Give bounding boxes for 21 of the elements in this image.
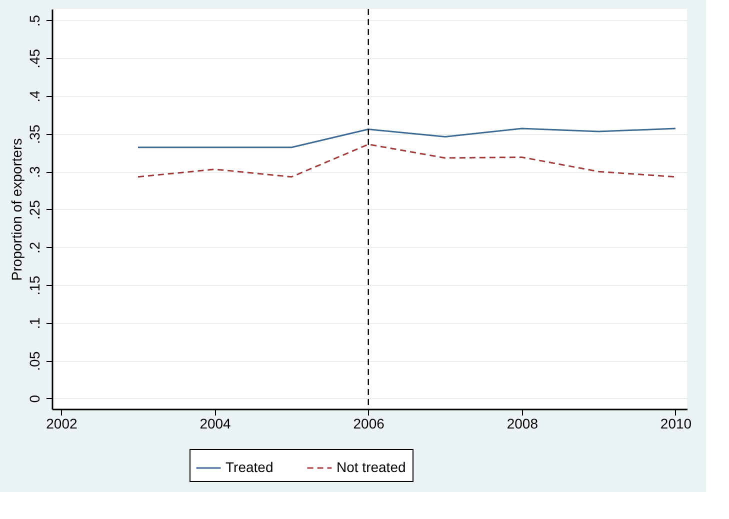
y-tick-label: .05 [26, 351, 42, 371]
y-tick-label: .4 [26, 90, 42, 102]
y-tick-label: .1 [26, 317, 42, 330]
y-tick-label: .35 [26, 124, 42, 144]
y-axis-title: Proportion of exporters [8, 138, 24, 281]
line-series [137, 144, 676, 178]
x-tick-label: 2002 [46, 416, 78, 432]
line-series [137, 128, 676, 148]
x-tick-label: 2004 [200, 416, 232, 432]
y-tick-label: .3 [26, 166, 42, 178]
y-tick-label: .2 [26, 242, 42, 254]
x-tick-label: 2008 [506, 416, 538, 432]
y-tick-label: .25 [26, 200, 42, 220]
y-tick-label: .15 [26, 276, 42, 296]
y-tick-label: .45 [26, 48, 42, 68]
y-tick-label: 0 [26, 394, 42, 403]
legend-label: Treated [226, 459, 274, 475]
y-tick-label: .5 [26, 14, 42, 27]
x-tick-label: 2006 [353, 416, 385, 432]
legend-label: Not treated [336, 459, 406, 475]
x-tick-label: 2010 [660, 416, 692, 432]
